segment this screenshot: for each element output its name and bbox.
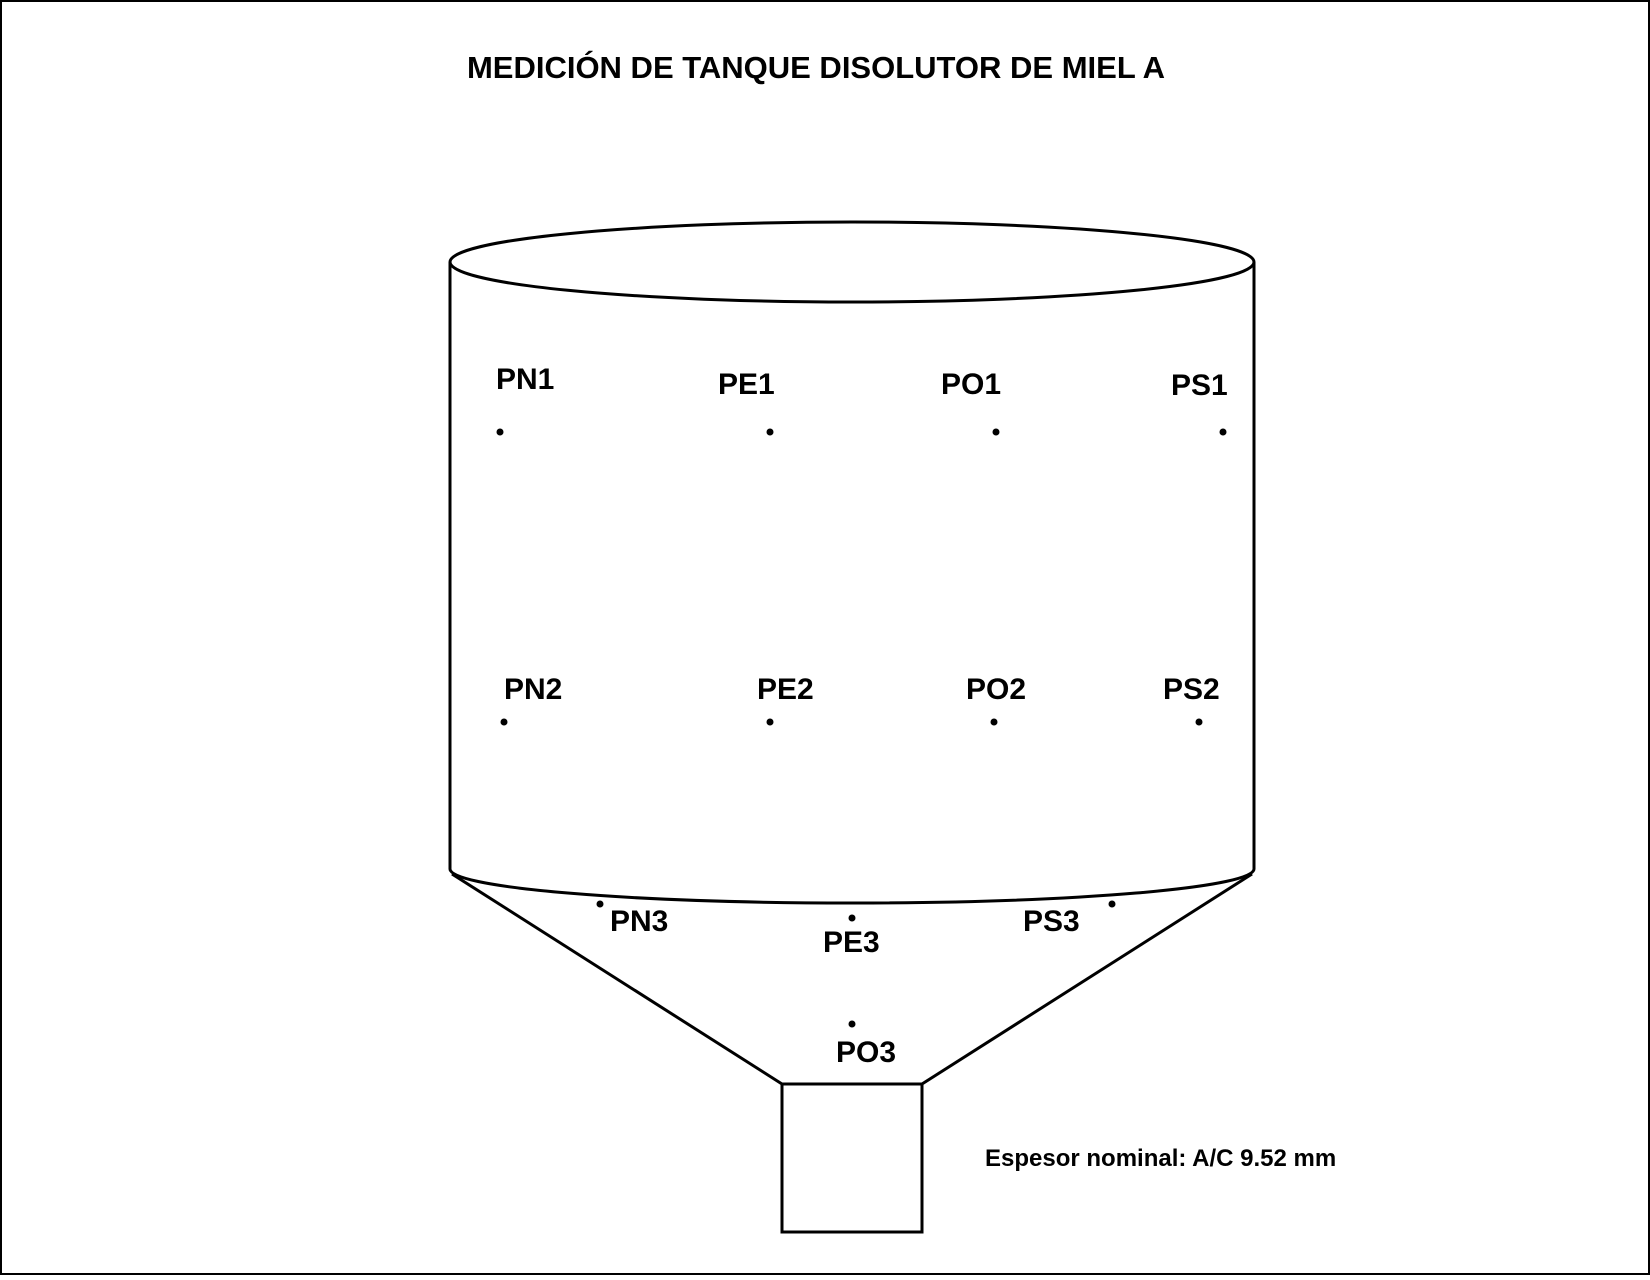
point-label-ps1: PS1: [1171, 369, 1228, 402]
point-label-po1: PO1: [941, 368, 1001, 401]
point-dot-pn1: [496, 428, 504, 436]
point-dot-po2: [990, 718, 998, 726]
point-label-pn1: PN1: [496, 363, 554, 396]
point-dot-ps2: [1195, 718, 1203, 726]
point-label-ps2: PS2: [1163, 673, 1220, 706]
point-dot-ps1: [1219, 428, 1227, 436]
point-dot-pe2: [766, 718, 774, 726]
point-label-pn3: PN3: [610, 905, 668, 938]
point-dot-ps3: [1108, 900, 1116, 908]
point-label-pe2: PE2: [757, 673, 814, 706]
point-dot-pe3: [848, 914, 856, 922]
tank-bottom-arc: [448, 868, 1256, 905]
point-label-po3: PO3: [836, 1036, 896, 1069]
measurement-points: PN1 PE1 PO1 PS1 PN2 PE2 PO2 PS2 PN3 PE3 …: [496, 363, 1228, 1069]
diagram-title: MEDICIÓN DE TANQUE DISOLUTOR DE MIEL A: [467, 49, 1165, 85]
point-label-po2: PO2: [966, 673, 1026, 706]
thickness-note: Espesor nominal: A/C 9.52 mm: [985, 1145, 1336, 1172]
point-label-pe1: PE1: [718, 368, 775, 401]
point-label-pn2: PN2: [504, 673, 562, 706]
point-label-pe3: PE3: [823, 926, 880, 959]
cone-left-side: [451, 872, 783, 1086]
point-dot-po3: [848, 1020, 856, 1028]
point-label-ps3: PS3: [1023, 905, 1080, 938]
point-dot-pn3: [596, 900, 604, 908]
point-dot-pe1: [766, 428, 774, 436]
cone-right-side: [921, 872, 1253, 1086]
point-dot-po1: [992, 428, 1000, 436]
outlet-box: [780, 1082, 924, 1234]
point-dot-pn2: [500, 718, 508, 726]
tank-shape: [448, 220, 1256, 1234]
